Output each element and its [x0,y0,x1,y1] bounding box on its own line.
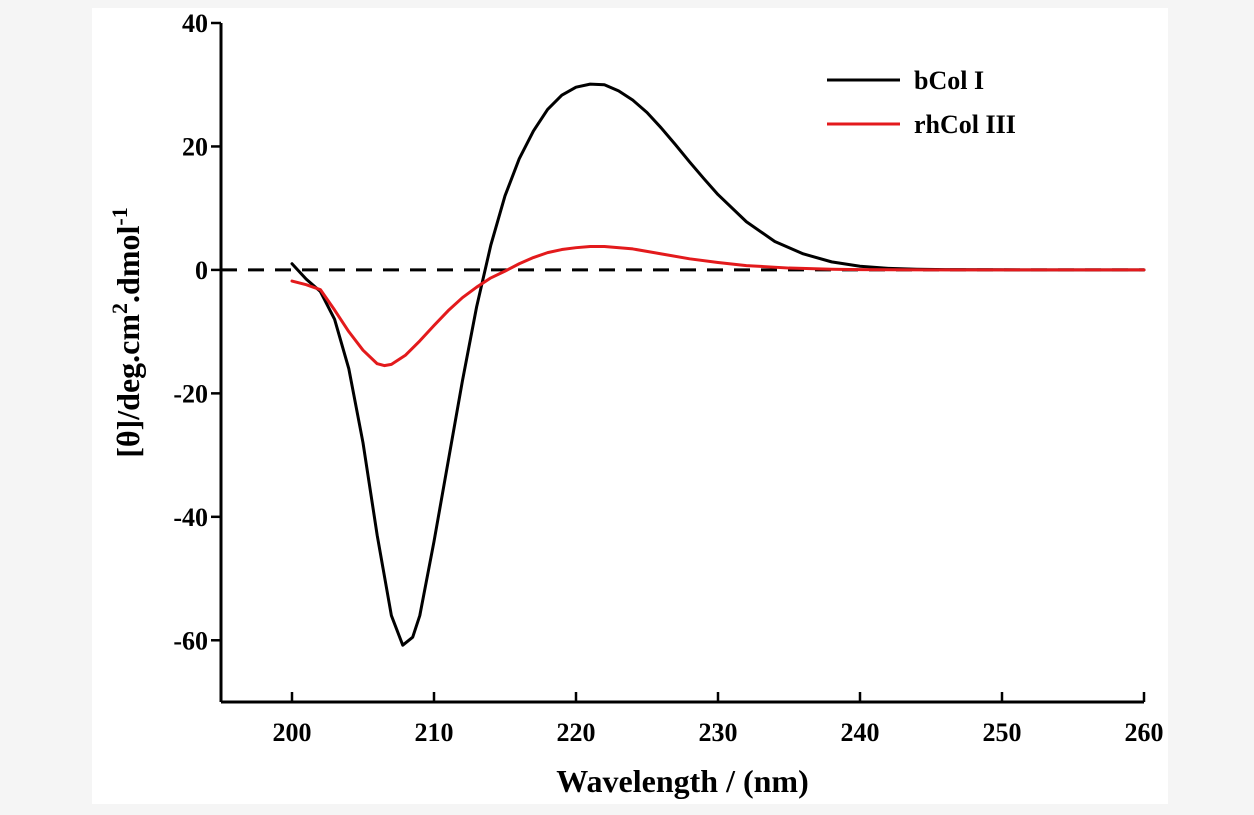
y-axis-title: [θ]/deg.cm2.dmol-1 [107,207,146,457]
y-tick-label: 40 [182,9,208,38]
y-axis-title-base: [θ]/deg.cm [110,314,146,458]
x-tick-label: 260 [1125,718,1164,747]
legend-label-1: bCol I [914,66,984,95]
plot-layer [221,82,1146,647]
y-tick-label: -40 [173,503,208,532]
legend-label-2: rhCol III [914,110,1016,139]
chart-figure: 200 210 220 230 240 250 260 40 20 0 -20 -40 -60 bCol… [92,8,1168,804]
x-tick-label: 220 [557,718,596,747]
y-axis-title-mid: .dmol [110,226,146,303]
series-line-1 [290,82,1146,647]
y-tick-label: -20 [173,379,208,408]
y-tick-label: 20 [182,132,208,161]
x-tick-label: 210 [415,718,454,747]
series-line-2 [290,244,1146,368]
x-tick-label: 250 [983,718,1022,747]
x-tick-label: 200 [273,718,312,747]
x-tick-label: 230 [699,718,738,747]
legend: bCol I rhCol III [827,66,1016,139]
x-tick-label: 240 [841,718,880,747]
y-axis-title-sup1: 2 [107,303,132,314]
y-tick-label: -60 [173,626,208,655]
y-axis-title-sup2: -1 [107,207,132,225]
y-tick-label: 0 [195,256,208,285]
x-axis-title: Wavelength / (nm) [556,763,808,799]
